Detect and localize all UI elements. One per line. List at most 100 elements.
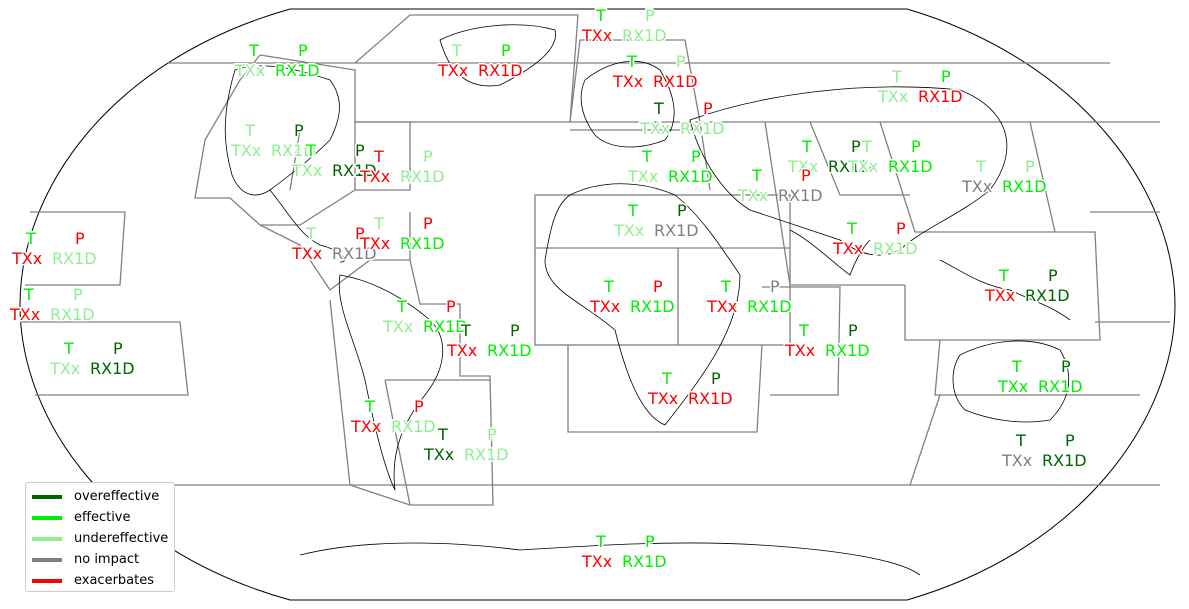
label-t-antarctica: T — [595, 532, 606, 551]
label-txx-south-east-asia: TXx — [984, 286, 1015, 305]
legend-item: effective — [32, 507, 168, 528]
coastlines — [224, 24, 1071, 576]
label-rx1d-south-west-south-america: RX1D — [391, 417, 436, 436]
label-t-east-africa: T — [720, 277, 731, 296]
label-p-south-australia: P — [1065, 431, 1075, 450]
label-p-west-central-asia: P — [801, 166, 811, 185]
label-t-west-north-america: T — [244, 121, 255, 140]
label-rx1d-russian-far-east: RX1D — [918, 87, 963, 106]
label-t-pacific-equatorial: T — [63, 339, 74, 358]
label-p-south-west-south-america: P — [414, 397, 424, 416]
label-txx-arabian-sea: TXx — [784, 341, 815, 360]
region-boundaries — [20, 14, 1170, 506]
label-t-greenland: T — [451, 41, 462, 60]
label-p-west-siberia: P — [851, 137, 861, 156]
label-rx1d-south-asia: RX1D — [873, 239, 918, 258]
label-p-north-australia: P — [1061, 357, 1071, 376]
label-t-west-central-europe: T — [653, 99, 664, 118]
label-p-east-asia: P — [1025, 157, 1035, 176]
label-txx-south-west-south-america: TXx — [350, 417, 381, 436]
label-t-hawaii: T — [25, 229, 36, 248]
label-txx-north-west-south-america: TXx — [382, 317, 413, 336]
label-t-southern-africa: T — [661, 369, 672, 388]
label-t-east-north-america: T — [373, 147, 384, 166]
label-txx-arctic-europe: TXx — [581, 26, 612, 45]
label-p-west-africa: P — [653, 277, 663, 296]
label-p-antarctica: P — [645, 532, 655, 551]
label-t-alaska: T — [248, 41, 259, 60]
label-txx-central-north-america: TXx — [291, 161, 322, 180]
label-p-sahara: P — [677, 201, 687, 220]
label-rx1d-south-east-asia: RX1D — [1025, 286, 1070, 305]
label-rx1d-east-africa: RX1D — [747, 297, 792, 316]
map-boundary — [19, 8, 1176, 601]
label-t-north-west-south-america: T — [396, 297, 407, 316]
label-p-russian-far-east: P — [941, 67, 951, 86]
legend-item: undereffective — [32, 528, 168, 549]
legend-label: undereffective — [74, 531, 169, 546]
label-p-east-north-america: P — [423, 147, 433, 166]
label-rx1d-east-siberia: RX1D — [888, 157, 933, 176]
label-txx-north-east-south-america: TXx — [446, 341, 477, 360]
label-txx-south-australia: TXx — [1001, 451, 1032, 470]
label-txx-south-east-south-america: TXx — [423, 445, 454, 464]
label-rx1d-greenland: RX1D — [478, 61, 523, 80]
label-rx1d-east-asia: RX1D — [1002, 177, 1047, 196]
label-txx-west-central-europe: TXx — [639, 119, 670, 138]
label-txx-antarctica: TXx — [581, 552, 612, 571]
label-rx1d-central-north-america: RX1D — [332, 161, 377, 180]
label-p-east-siberia: P — [911, 137, 921, 156]
legend-label: overeffective — [74, 489, 160, 504]
label-t-east-asia: T — [975, 157, 986, 176]
label-rx1d-west-central-europe: RX1D — [680, 119, 725, 138]
label-rx1d-north-east-south-america: RX1D — [487, 341, 532, 360]
label-p-north-pacific: P — [73, 285, 83, 304]
label-rx1d-north-australia: RX1D — [1038, 377, 1083, 396]
legend: overeffective effective undereffective no i… — [25, 482, 175, 592]
label-p-mediterranean: P — [691, 147, 701, 166]
label-p-north-europe: P — [676, 52, 686, 71]
label-p-south-east-asia: P — [1048, 266, 1058, 285]
legend-label: exacerbates — [74, 573, 155, 588]
label-t-sahara: T — [627, 201, 638, 220]
label-txx-south-asia: TXx — [832, 239, 863, 258]
label-t-east-siberia: T — [861, 137, 872, 156]
label-p-west-central-europe: P — [703, 99, 713, 118]
label-txx-west-north-america: TXx — [230, 141, 261, 160]
label-t-south-east-south-america: T — [437, 425, 448, 444]
label-txx-east-siberia: TXx — [847, 157, 878, 176]
legend-swatch — [32, 494, 62, 499]
legend-swatch — [32, 536, 62, 541]
label-txx-north-pacific: TXx — [9, 305, 40, 324]
label-txx-caribbean: TXx — [359, 234, 390, 253]
label-rx1d-north-west-south-america: RX1D — [423, 317, 468, 336]
label-rx1d-west-central-asia: RX1D — [778, 186, 823, 205]
label-txx-west-siberia: TXx — [787, 157, 818, 176]
label-rx1d-west-north-america: RX1D — [271, 141, 316, 160]
legend-swatch — [32, 515, 62, 520]
label-p-arabian-sea: P — [848, 321, 858, 340]
label-t-south-australia: T — [1015, 431, 1026, 450]
label-txx-central-america: TXx — [291, 244, 322, 263]
label-p-greenland: P — [501, 41, 511, 60]
label-txx-north-europe: TXx — [612, 72, 643, 91]
label-t-west-central-asia: T — [751, 166, 762, 185]
label-t-central-north-america: T — [305, 141, 316, 160]
label-t-west-africa: T — [603, 277, 614, 296]
label-txx-north-australia: TXx — [997, 377, 1028, 396]
legend-label: effective — [74, 510, 131, 525]
label-t-north-europe: T — [626, 52, 637, 71]
legend-swatch — [32, 557, 62, 562]
label-p-caribbean: P — [423, 214, 433, 233]
label-p-west-north-america: P — [294, 121, 304, 140]
label-txx-west-central-asia: TXx — [737, 186, 768, 205]
label-t-west-siberia: T — [801, 137, 812, 156]
label-rx1d-southern-africa: RX1D — [688, 389, 733, 408]
label-p-alaska: P — [298, 41, 308, 60]
label-rx1d-west-siberia: RX1D — [828, 157, 873, 176]
legend-item: overeffective — [32, 486, 168, 507]
label-rx1d-east-north-america: RX1D — [400, 167, 445, 186]
label-t-south-asia: T — [846, 219, 857, 238]
